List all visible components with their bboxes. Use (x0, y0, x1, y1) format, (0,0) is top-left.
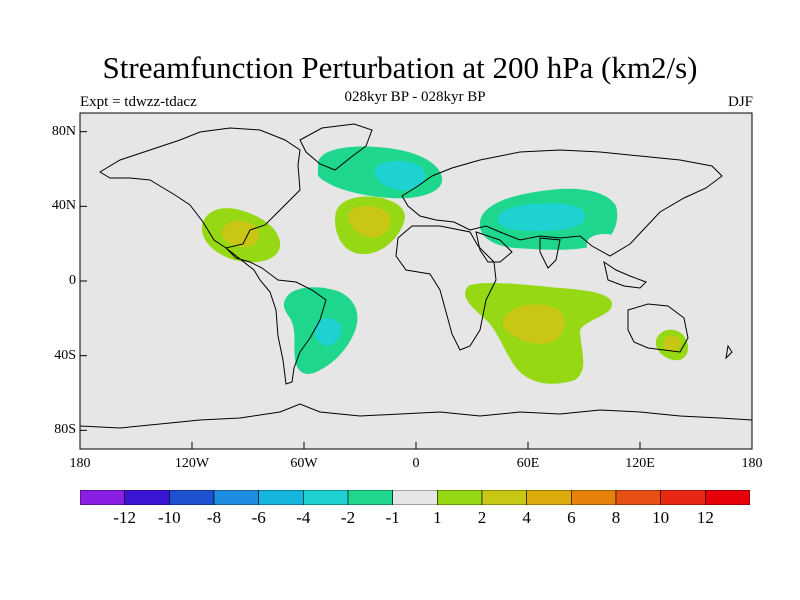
lon-tick-label: 0 (412, 456, 420, 471)
coastline (395, 225, 497, 351)
chart-subtitle: 028kyr BP - 028kyr BP (344, 89, 486, 105)
contour-region (485, 173, 510, 189)
contour-region (663, 335, 681, 352)
contour-region (708, 329, 739, 352)
colorbar-label: 12 (696, 508, 714, 527)
colorbar-label: -1 (385, 508, 400, 527)
colorbar-swatch (258, 490, 304, 505)
colorbar-swatch (571, 490, 617, 505)
colorbar-label: -8 (206, 508, 222, 527)
contour-region (728, 150, 752, 208)
coastline (603, 260, 647, 289)
colorbar-swatch (213, 490, 259, 505)
contour-region (314, 318, 342, 346)
colorbar-swatch (347, 490, 393, 505)
contour-region (221, 220, 260, 248)
colorbar-label: 4 (522, 508, 531, 527)
chart-title: Streamfunction Perturbation at 200 hPa (… (102, 50, 698, 85)
colorbar-label: -12 (113, 508, 136, 527)
colorbar-swatch (615, 490, 661, 505)
colorbar-swatch (481, 490, 527, 505)
lat-tick-label: 80S (54, 422, 76, 438)
colorbar-label: 10 (652, 508, 670, 527)
coastline (627, 303, 689, 353)
colorbar-swatch (437, 490, 483, 505)
colorbar-label: 1 (433, 508, 442, 527)
coastline (299, 123, 373, 171)
contour-region (131, 288, 159, 306)
colorbar-label: -10 (157, 508, 181, 527)
lon-tick-label: 120E (625, 456, 655, 471)
contour-region (502, 304, 565, 344)
contour-region (80, 150, 191, 196)
coastline (99, 127, 301, 249)
contour-region (90, 372, 107, 382)
colorbar-swatch (392, 490, 438, 505)
lon-tick-label: 180 (741, 456, 763, 471)
coastline (401, 149, 723, 257)
colorbar (80, 490, 750, 505)
coastline (80, 403, 752, 429)
contour-region (586, 234, 639, 270)
contour-region (179, 282, 202, 298)
lon-tick-label: 60E (516, 456, 540, 471)
colorbar-swatch (80, 490, 125, 505)
contour-region (374, 160, 426, 191)
coastline (539, 237, 561, 269)
lon-tick-label: 120W (174, 456, 210, 471)
contour-region (497, 203, 585, 232)
lon-tick-label: 180 (69, 456, 91, 471)
contour-region (207, 305, 279, 335)
colorbar-label: -4 (296, 508, 311, 527)
colorbar-label: 6 (567, 508, 576, 527)
coastline (475, 231, 513, 263)
colorbar-swatch (124, 490, 170, 505)
lat-tick-label: 80N (51, 123, 76, 139)
colorbar-label: 2 (477, 508, 487, 527)
lon-tick-label: 60W (290, 456, 318, 471)
season-label: DJF (727, 94, 753, 110)
contour-region (269, 187, 303, 210)
lat-tick-label: 40S (54, 347, 76, 363)
coastline (725, 344, 733, 360)
colorbar-swatch (705, 490, 750, 505)
experiment-label: Expt = tdwzz-tdacz (80, 94, 197, 110)
colorbar-label: -2 (340, 508, 356, 527)
lat-tick-label: 0 (69, 273, 76, 288)
colorbar-swatch (660, 490, 706, 505)
lat-tick-label: 40N (51, 198, 76, 214)
colorbar-swatch (303, 490, 349, 505)
colorbar-swatch (169, 490, 215, 505)
contour-region (347, 205, 391, 238)
colorbar-label: -6 (251, 508, 266, 527)
colorbar-swatch (526, 490, 572, 505)
coastline (225, 247, 327, 385)
colorbar-label: 8 (611, 508, 621, 527)
